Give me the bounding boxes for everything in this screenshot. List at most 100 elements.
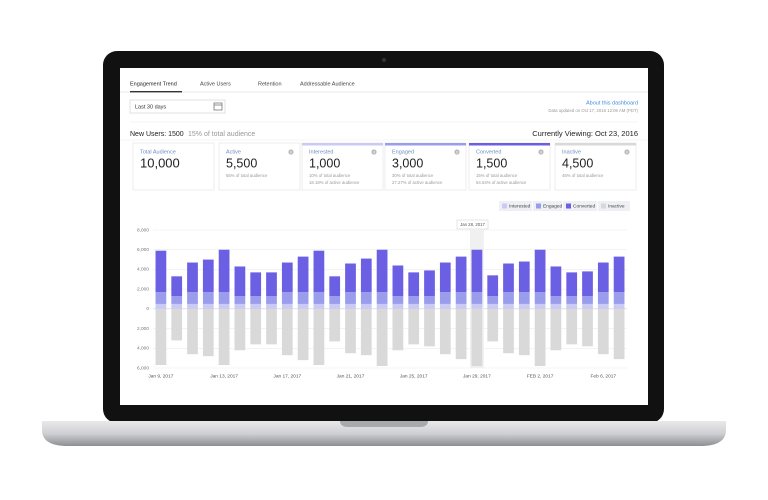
bar-segment	[424, 270, 435, 297]
bar-segment	[550, 308, 562, 351]
bar-segment	[329, 303, 341, 309]
bar-segment	[503, 303, 514, 309]
y-tick-label: 6,000	[137, 365, 149, 371]
card-accent	[385, 143, 466, 146]
bar-segment	[202, 292, 214, 304]
info-icon-glyph	[290, 151, 292, 154]
legend-item[interactable]	[533, 201, 562, 211]
bar-segment	[155, 303, 167, 309]
bar-segment	[424, 296, 435, 304]
legend-swatch	[566, 203, 571, 209]
date-range[interactable]: Last 30 days	[135, 104, 166, 110]
bar-segment	[329, 296, 341, 304]
bar-segment	[187, 292, 198, 304]
card-note: 45% of total audience	[562, 173, 604, 178]
legend-swatch	[502, 203, 507, 209]
x-tick-label: Feb 6, 2017	[590, 373, 616, 379]
bar-segment	[597, 262, 609, 293]
card-accent	[302, 143, 383, 146]
bar-segment	[218, 308, 230, 366]
bar-segment	[281, 308, 293, 356]
y-tick-label: 6,000	[137, 247, 149, 253]
bar-segment	[439, 262, 451, 293]
bar-segment	[345, 303, 356, 309]
bar-segment	[392, 308, 404, 351]
bar-segment	[376, 308, 388, 367]
tooltip: Jan 28, 2017	[460, 222, 485, 227]
bar-segment	[392, 296, 404, 304]
legend-item[interactable]	[499, 201, 532, 211]
x-tick-label: Jan 17, 2017	[273, 373, 301, 379]
bar-segment	[503, 308, 514, 354]
bar-segment	[297, 308, 309, 361]
bar-segment	[155, 292, 167, 304]
bar-segment	[187, 262, 198, 293]
tab[interactable]: Engagement Trend	[130, 81, 177, 87]
bar-segment	[424, 308, 435, 347]
legend-swatch	[601, 203, 606, 209]
tab[interactable]: Active Users	[200, 81, 231, 87]
bar-segment	[171, 308, 183, 341]
y-tick-label: 2,000	[137, 326, 149, 332]
date-range-dropdown[interactable]	[129, 99, 226, 114]
tab[interactable]: Retention	[258, 81, 282, 87]
bar-segment	[250, 296, 262, 304]
x-tick-label: FEB 2, 2017	[527, 373, 554, 379]
bar-segment	[534, 308, 546, 367]
legend-item[interactable]	[563, 201, 597, 211]
bar-segment	[392, 265, 404, 297]
calendar-icon[interactable]	[213, 102, 223, 111]
card-note: 27.27% of active audience	[392, 180, 443, 185]
active-tab-underline	[130, 91, 182, 93]
bar-segment	[329, 276, 341, 297]
bar-segment	[408, 303, 420, 309]
card-note: 10% of total audience	[309, 173, 351, 178]
new-users: New Users: 1500	[130, 131, 184, 138]
bar-segment	[266, 308, 277, 345]
bar-segment	[550, 296, 562, 304]
x-tick-label: Jan 21, 2017	[337, 373, 365, 379]
about-link[interactable]: About this dashboard	[586, 100, 638, 106]
laptop-base	[42, 421, 726, 446]
bar-segment	[408, 308, 420, 345]
bar-segment	[234, 308, 246, 351]
bar-segment	[582, 308, 593, 347]
bar-segment	[613, 256, 625, 293]
legend-label: Interested	[509, 204, 531, 210]
card	[218, 142, 301, 191]
bar-segment	[234, 266, 246, 297]
bar-segment	[471, 303, 483, 309]
bar-segment	[455, 256, 467, 293]
card-value: 4,500	[562, 156, 593, 170]
tab[interactable]: Addressable Audience	[300, 81, 355, 87]
card-value: 5,500	[226, 156, 257, 170]
bar-segment	[297, 292, 309, 304]
bar-segment	[376, 292, 388, 304]
card-value: 3,000	[392, 156, 423, 170]
x-tick-label: Jan 25, 2017	[400, 373, 428, 379]
legend-item[interactable]	[598, 201, 630, 211]
bar-segment	[503, 292, 514, 304]
bar-segment	[439, 308, 451, 355]
bar-segment	[345, 292, 356, 304]
bar-segment	[281, 262, 293, 293]
bar-segment	[550, 303, 562, 309]
x-tick-label: Jan 29, 2017	[463, 373, 491, 379]
bar-segment	[202, 259, 214, 293]
bar-segment	[471, 308, 483, 367]
bar-segment	[313, 303, 325, 309]
card-note: 54.54% of active audience	[476, 180, 527, 185]
bar-segment	[266, 303, 277, 309]
bar-segment	[582, 296, 593, 304]
bar-segment	[360, 303, 372, 309]
bar-segment	[250, 303, 262, 309]
bar-segment	[613, 292, 625, 304]
bar-segment	[550, 266, 562, 297]
card	[554, 142, 637, 191]
bar-segment	[218, 303, 230, 309]
bar-segment	[250, 308, 262, 345]
new-users-share: 15% of total audience	[188, 131, 255, 138]
bar-segment	[597, 292, 609, 304]
bar-segment	[155, 250, 167, 293]
